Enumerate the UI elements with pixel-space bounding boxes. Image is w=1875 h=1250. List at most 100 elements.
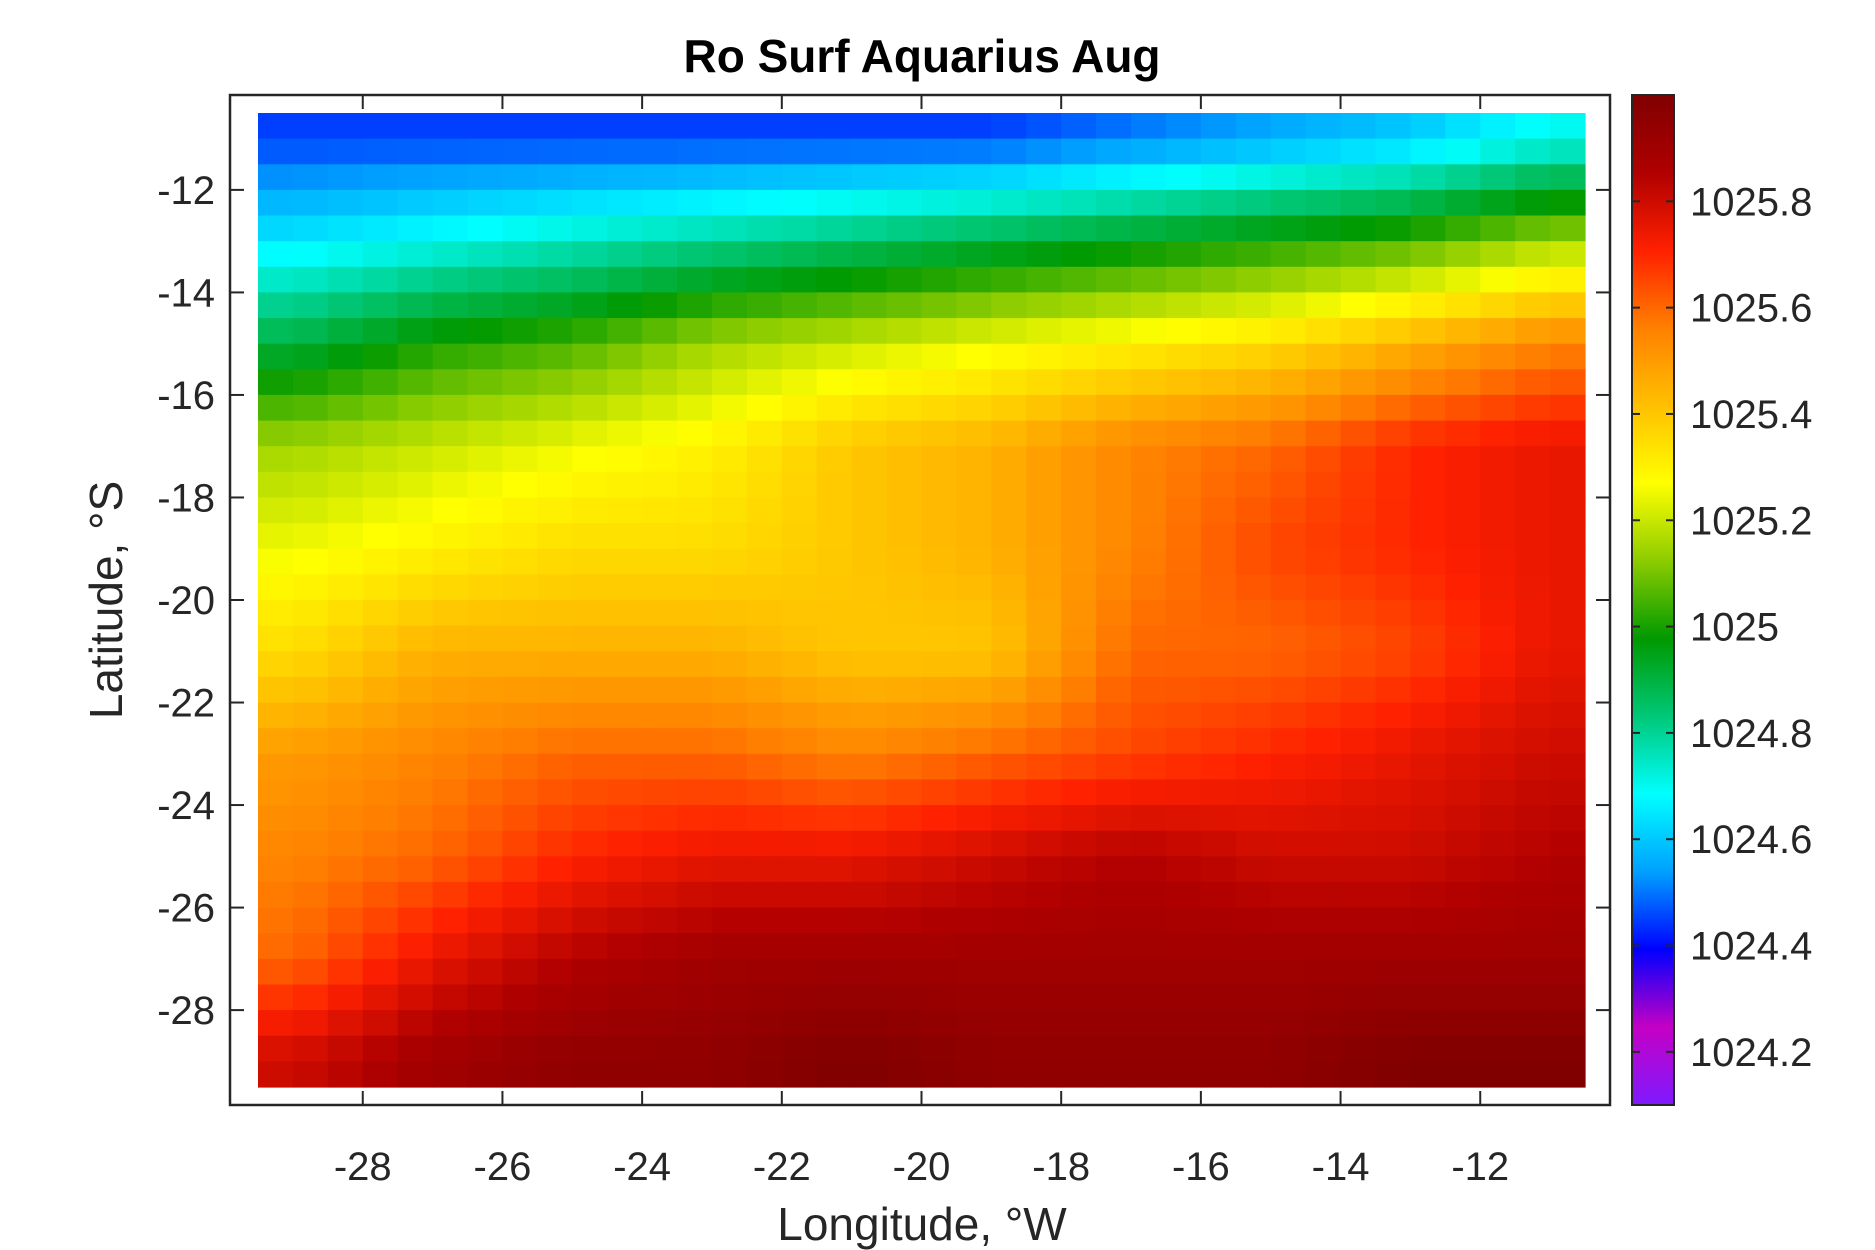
heatmap-cell [642,907,678,934]
heatmap-cell [432,1035,469,1062]
heatmap-cell [1096,856,1132,883]
heatmap-cell [1480,574,1516,601]
heatmap-cell [1515,343,1551,370]
heatmap-cell [712,830,748,857]
heatmap-cell [1550,241,1586,268]
heatmap-cell [467,164,503,191]
heatmap-cell [292,600,329,627]
heatmap-cell [1026,548,1062,575]
heatmap-cell [292,728,329,755]
heatmap-cell [921,958,957,985]
heatmap-cell [607,676,643,704]
heatmap-cell [1235,881,1272,909]
heatmap-cell [292,471,329,498]
heatmap-cell [642,830,678,857]
heatmap-cell [1445,420,1481,447]
heatmap-cell [1200,369,1237,396]
heatmap-cell [712,369,748,396]
heatmap-cell [1410,805,1446,832]
heatmap-cell [1096,984,1132,1011]
heatmap-cell [397,292,434,319]
heatmap-cell [1340,1010,1377,1037]
heatmap-cell [1200,907,1237,934]
heatmap-cell [1550,343,1586,370]
heatmap-cell [1305,215,1342,242]
heatmap-cell [572,318,608,345]
heatmap-cell [432,753,469,780]
heatmap-cell [537,113,573,140]
heatmap-cell [956,164,992,191]
heatmap-cell [851,779,888,806]
heatmap-cell [572,830,608,857]
heatmap-cell [921,138,957,165]
heatmap-cell [712,343,748,370]
heatmap-cell [746,1010,783,1037]
heatmap-cell [1061,856,1097,883]
heatmap-cell [712,266,748,293]
heatmap-cell [362,215,399,242]
heatmap-cell [921,1035,957,1062]
heatmap-cell [886,702,923,729]
heatmap-cell [607,651,643,678]
heatmap-cell [1061,1061,1097,1088]
heatmap-cell [1131,907,1167,934]
heatmap-cell [712,933,748,960]
heatmap-cell [746,369,783,396]
heatmap-cell [432,574,469,601]
heatmap-cell [397,394,434,422]
heatmap-cell [1096,1061,1132,1088]
heatmap-cell [642,113,678,140]
heatmap-cell [1550,779,1586,806]
heatmap-cell [258,702,294,729]
heatmap-cell [1165,779,1202,806]
heatmap-cell [502,600,538,627]
heatmap-cell [362,471,399,498]
heatmap-cell [1131,1010,1167,1037]
heatmap-cell [851,292,888,319]
heatmap-cell [467,1010,503,1037]
heatmap-cell [677,471,713,498]
heatmap-cell [1131,266,1167,293]
heatmap-cell [362,189,399,217]
heatmap-cell [816,292,853,319]
heatmap-cell [467,856,503,883]
heatmap-cell [1305,266,1342,293]
heatmap-cell [1340,856,1377,883]
heatmap-cell [607,266,643,293]
heatmap-cell [1026,266,1062,293]
heatmap-cell [1061,471,1097,498]
heatmap-cell [1235,394,1272,422]
heatmap-cell [1410,497,1446,524]
heatmap-cell [292,241,329,268]
heatmap-cell [921,907,957,934]
heatmap-cell [1410,753,1446,780]
heatmap-cell [886,805,923,832]
heatmap-cell [1480,523,1516,550]
heatmap-cell [677,369,713,396]
heatmap-cell [1410,574,1446,601]
heatmap-cell [921,600,957,627]
heatmap-cell [432,471,469,498]
heatmap-cell [816,548,853,575]
heatmap-cell [956,394,992,422]
heatmap-cell [1235,369,1272,396]
heatmap-cell [327,138,364,165]
heatmap-cell [1131,830,1167,857]
heatmap-cell [1480,215,1516,242]
heatmap-cell [432,933,469,960]
heatmap-cell [467,1061,503,1088]
heatmap-cell [886,676,923,704]
heatmap-cell [1026,215,1062,242]
heatmap-cell [537,958,573,985]
heatmap-cell [1200,779,1237,806]
heatmap-cell [1235,907,1272,934]
x-tick-label: -12 [1451,1145,1509,1189]
heatmap-cell [851,984,888,1011]
heatmap-cell [362,958,399,985]
heatmap-cell [1096,728,1132,755]
heatmap-cell [1305,318,1342,345]
heatmap-cell [362,600,399,627]
heatmap-cell [432,651,469,678]
heatmap-cell [816,446,853,473]
